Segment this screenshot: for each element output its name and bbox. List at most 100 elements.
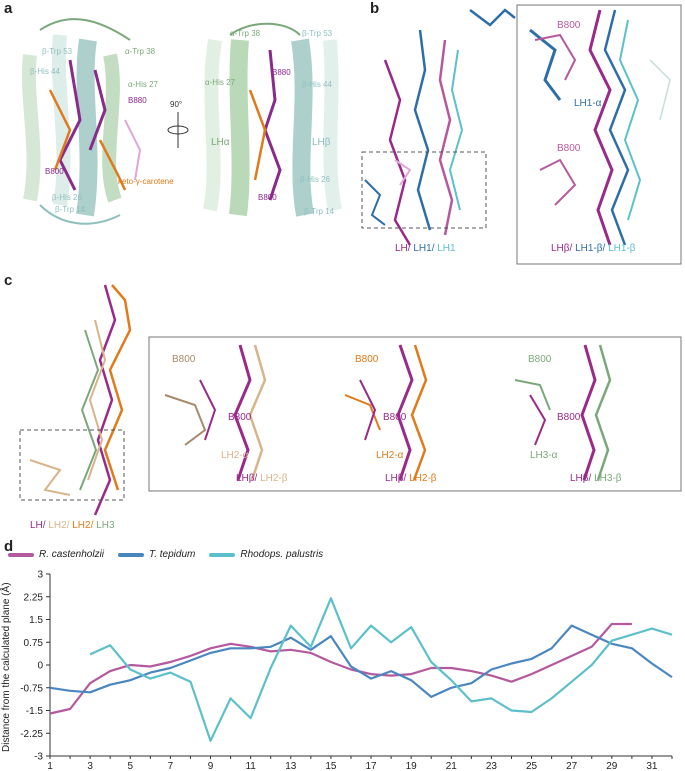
panel-c-legend-lh2-orange: LH2/ [72,520,94,531]
panel-b-inset-frame [516,4,682,265]
y-tick-label: -2.25 [20,729,43,740]
panel-c-inset2-alpha: LH2-α [376,450,404,461]
panel-b-legend-lh: LH/ [395,243,411,254]
panel-c-inset2-beta-lh: LHβ/ [385,473,407,484]
x-tick-label: 1 [47,761,53,771]
x-tick-label: 21 [446,761,458,771]
panel-b-inset-lh1-alpha: LH1-α [574,98,602,109]
panel-a-label-ahis27: α-His 27 [128,80,158,89]
panel-c-inset3-beta-lh: LHβ/ [570,473,592,484]
panel-c-inset1-b800-top: B800 [172,354,196,365]
panel-a-right-label-bhis44: β-His 44 [302,80,332,89]
legend-swatch-palustris [209,552,236,557]
y-tick-label: 1.5 [29,615,43,626]
panel-c-legend-lh3: LH3 [96,520,115,531]
panel-a-right-label-lhalpha: LHα [211,137,230,148]
x-tick-label: 19 [406,761,418,771]
panel-letter-b: b [370,0,380,17]
panel-a-label-atrp38: α-Trp 38 [125,47,156,56]
panel-a-right-label-ahis27: α-His 27 [205,78,235,87]
x-tick-label: 5 [127,761,133,771]
panel-c-inset3-beta: LHβ/ LH3-β [570,473,622,484]
x-tick-label: 29 [606,761,618,771]
y-tick-label: 3 [37,570,43,581]
panel-a-label-carotene: keto-γ-carotene [118,177,174,186]
y-tick-label: 0 [37,661,43,672]
panel-a-right-structure [203,22,342,217]
rotation-arrow-icon [167,112,189,148]
panel-c-inset-structures [164,344,612,481]
panel-c-inset3-alpha: LH3-α [530,450,558,461]
x-tick-label: 25 [526,761,538,771]
panel-b-legend: LH/ LH1/ LH1 [395,243,456,254]
panel-letter-c: c [4,272,13,289]
x-tick-label: 31 [646,761,658,771]
x-tick-label: 17 [365,761,377,771]
panel-c-legend: LH/ LH2/ LH2/ LH3 [30,520,115,531]
panel-c-inset2-b800-top: B800 [355,354,379,365]
legend-swatch-castenholzii [8,552,34,557]
panel-a-label-b880: B880 [128,96,147,105]
panel-c-inset3-b800-top: B800 [528,354,552,365]
series-line-r-castenholzii [49,622,632,715]
x-tick-label: 11 [245,761,256,771]
panel-c-legend-lh2-tan: LH2/ [48,520,70,531]
x-tick-label: 3 [87,761,93,771]
panel-a-label-bhis26: β-His 26 [52,193,82,202]
chart-legend: R. castenholzii T. tepidum Rhodops. palu… [8,549,323,560]
panel-b-inset-legend: LHβ/ LH1-β/ LH1-β [551,243,636,254]
panel-c-inset2-beta: LHβ/ LH2-β [385,473,437,484]
panel-a-label-bhis44: β-His 44 [30,67,60,76]
legend-label-palustris: Rhodops. palustris [240,549,324,560]
panel-letter-d: d [4,538,14,555]
panel-c-inset2-beta-lh2: LH2-β [409,473,437,484]
legend-label-tepidum: T. tepidum [149,549,196,560]
panel-a-right-label-atrp38: α-Trp 38 [230,29,261,38]
y-tick-label: 2.25 [24,592,44,603]
panel-a-label-b800: B800 [45,167,64,176]
x-tick-label: 23 [486,761,498,771]
legend-label-castenholzii: R. castenholzii [39,549,105,560]
x-tick-label: 7 [168,761,174,771]
panel-c-zoom-box [19,429,125,501]
panel-c-inset2-b800: B800 [383,412,407,423]
panel-b-inset-legend-lh1beta: LH1-β/ [575,243,606,254]
panel-b-legend-lh1b: LH1 [437,243,456,254]
panel-a-left-structure [21,18,142,225]
panel-b-inset-b800-top: B800 [557,20,581,31]
panel-a-right-label-bhis26: β-His 26 [300,175,330,184]
panel-a-right-label-btrp14: β-Trp 14 [304,207,335,216]
panel-c-legend-lh: LH/ [30,520,46,531]
panel-a-label-btrp53: β-Trp 53 [42,47,73,56]
x-tick-label: 9 [208,761,214,771]
legend-swatch-tepidum [118,552,145,557]
panel-a-right-label-btrp53: β-Trp 53 [302,29,333,38]
series-line-t-tepidum [49,624,673,699]
panel-a-right-label-b880: B880 [272,68,291,77]
panel-b-inset-legend-lh1beta2: LH1-β [608,243,636,254]
x-tick-label: 27 [566,761,578,771]
panel-c-inset1-b800: B800 [228,412,252,423]
panel-c-overlay-structure [29,284,132,516]
panel-b-overlay-structure [364,8,516,246]
y-tick-label: -1.5 [26,706,44,717]
panel-c-inset-frame [148,336,682,492]
legend-item-tepidum: T. tepidum [118,549,195,560]
panel-letter-a: a [4,0,13,17]
panel-b-zoom-box [361,151,487,229]
panel-c-inset1-beta-lh2: LH2-β [260,473,288,484]
legend-item-palustris: Rhodops. palustris [209,549,323,560]
panel-a-right-label-b800: B800 [258,193,277,202]
panel-b-legend-lh1: LH1/ [413,243,435,254]
panel-b-inset-b800-bottom: B800 [557,143,581,154]
x-tick-label: 13 [285,761,297,771]
y-tick-label: -3 [34,752,43,763]
x-tick-label: 15 [325,761,337,771]
panel-c-inset1-alpha: LH2-α [221,450,249,461]
y-tick-label: 0.75 [24,638,44,649]
panel-b-inset-structure [529,9,671,246]
panel-a-label-btrp14: β-Trp 14 [55,205,86,214]
panel-c-inset1-beta: LHβ/ LH2-β [236,473,288,484]
